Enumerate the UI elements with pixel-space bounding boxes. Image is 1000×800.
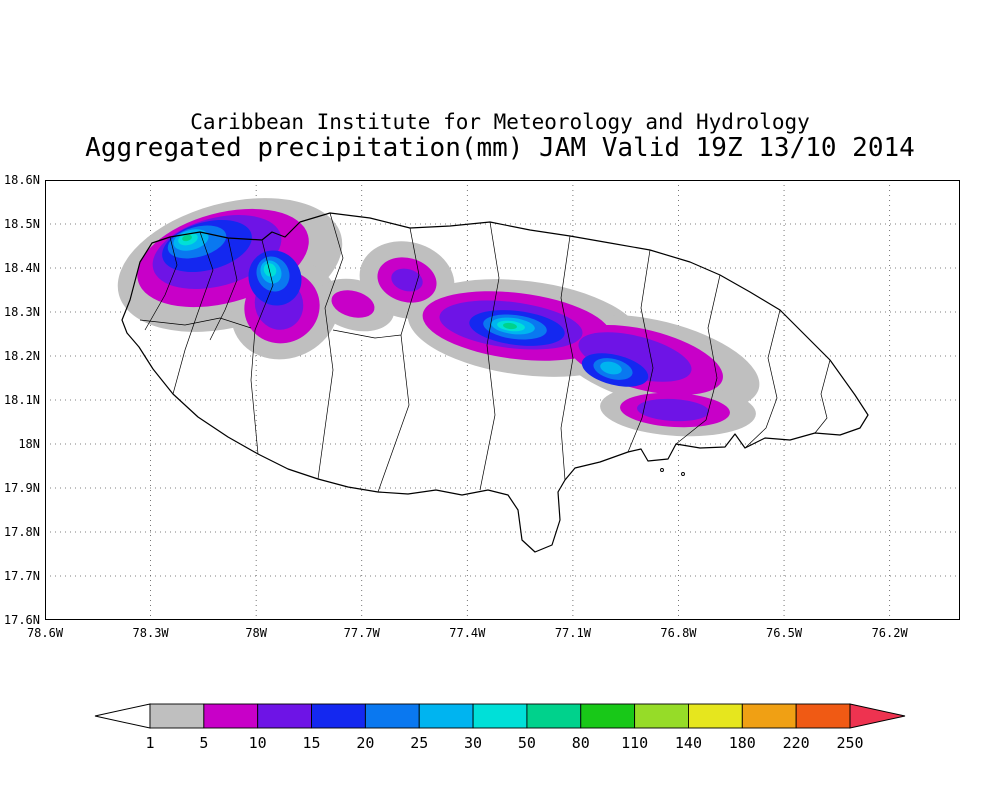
colorbar-level-label: 80 xyxy=(572,734,590,752)
colorbar-segment xyxy=(311,703,366,729)
colorbar-level-label: 140 xyxy=(675,734,702,752)
map-canvas xyxy=(44,179,960,621)
colorbar-segment xyxy=(472,703,528,729)
y-axis-tick-label: 18.6N xyxy=(3,173,40,187)
colorbar-segment xyxy=(203,703,259,729)
colorbar-level-label: 250 xyxy=(836,734,863,752)
colorbar-over-arrow xyxy=(849,703,906,729)
colorbar-level-label: 180 xyxy=(729,734,756,752)
x-axis-tick-label: 76.2W xyxy=(871,626,908,640)
x-axis-tick-label: 78.6W xyxy=(26,626,64,640)
y-axis-tick-label: 17.8N xyxy=(3,525,40,539)
x-axis-tick-label: 78W xyxy=(245,626,267,640)
plot-frame xyxy=(45,180,960,620)
colorbar-level-label: 10 xyxy=(249,734,267,752)
x-axis-tick-label: 76.8W xyxy=(660,626,697,640)
y-axis-tick-label: 18.1N xyxy=(3,393,40,407)
y-axis-tick-label: 17.6N xyxy=(3,613,40,627)
colorbar-segment xyxy=(257,703,312,729)
y-axis-tick-label: 18.4N xyxy=(3,261,40,275)
colorbar-level-label: 15 xyxy=(303,734,321,752)
y-axis-tick-label: 18.3N xyxy=(3,305,40,319)
colorbar-segment xyxy=(526,703,582,729)
x-axis-tick-label: 76.5W xyxy=(765,626,803,640)
precip-shading-50mm xyxy=(182,234,517,330)
colorbar-labels: 1 5 10 15 20 25 30 50 80 110 140 180 220 250 xyxy=(145,734,863,752)
colorbar-level-label: 50 xyxy=(518,734,536,752)
precipitation-map xyxy=(44,179,960,621)
colorbar-level-label: 110 xyxy=(621,734,648,752)
y-axis-labels: 18.6N 18.5N 18.4N 18.3N 18.2N 18.1N 18N 17.9N 17… xyxy=(0,173,40,627)
colorbar-segment xyxy=(580,703,636,729)
y-axis-tick-label: 18N xyxy=(18,437,40,451)
x-axis-tick-label: 77.4W xyxy=(449,626,486,640)
y-axis-tick-label: 17.9N xyxy=(3,481,40,495)
colorbar-segment xyxy=(634,703,689,729)
colorbar-segment xyxy=(149,703,205,729)
colorbar-segment xyxy=(741,703,797,729)
colorbar-level-label: 20 xyxy=(356,734,374,752)
colorbar-segments xyxy=(149,703,851,729)
x-axis-tick-label: 78.3W xyxy=(132,626,169,640)
colorbar-level-label: 5 xyxy=(199,734,208,752)
colorbar-segment xyxy=(418,703,474,729)
colorbar: 1 5 10 15 20 25 30 50 80 110 140 180 220 250 xyxy=(90,698,910,756)
x-axis-tick-label: 77.7W xyxy=(343,626,380,640)
colorbar-level-label: 220 xyxy=(783,734,810,752)
colorbar-segment xyxy=(364,703,420,729)
y-axis-tick-label: 17.7N xyxy=(3,569,40,583)
colorbar-segment xyxy=(688,703,743,729)
offshore-cays xyxy=(660,468,685,476)
colorbar-segment xyxy=(795,703,851,729)
plot-title: Aggregated precipitation(mm) JAM Valid 1… xyxy=(85,133,915,163)
jamaica-coastline xyxy=(121,212,869,553)
institution-title: Caribbean Institute for Meteorology and … xyxy=(190,110,810,134)
colorbar-level-label: 25 xyxy=(410,734,428,752)
parish-boundaries xyxy=(139,212,831,493)
x-axis-labels: 78.6W 78.3W 78W 77.7W 77.4W 77.1W 76.8W 76.5W 76… xyxy=(27,626,960,642)
colorbar-under-arrow xyxy=(94,703,151,729)
x-axis-tick-label: 77.1W xyxy=(554,626,591,640)
colorbar-level-label: 30 xyxy=(464,734,482,752)
y-axis-tick-label: 18.5N xyxy=(3,217,40,231)
y-axis-tick-label: 18.2N xyxy=(3,349,40,363)
colorbar-level-label: 1 xyxy=(145,734,154,752)
